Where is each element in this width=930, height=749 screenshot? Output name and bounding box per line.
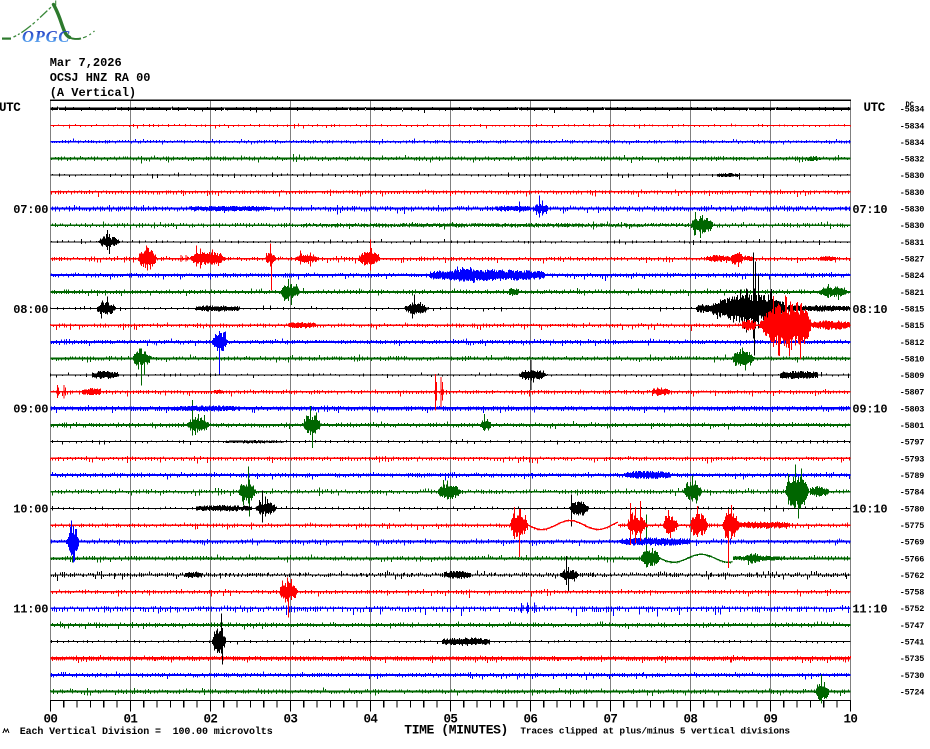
svg-text:08:10: 08:10 — [852, 303, 887, 317]
svg-text:07: 07 — [603, 712, 617, 726]
svg-text:-5789: -5789 — [900, 471, 925, 481]
svg-text:-5830: -5830 — [900, 221, 925, 231]
svg-text:DC: DC — [906, 101, 914, 109]
svg-text:Mar 7,2026: Mar 7,2026 — [50, 56, 122, 70]
svg-text:-5735: -5735 — [900, 654, 925, 664]
svg-text:UTC: UTC — [0, 101, 21, 115]
svg-text:10:10: 10:10 — [852, 503, 887, 517]
svg-text:00: 00 — [43, 712, 57, 726]
svg-text:-5821: -5821 — [900, 288, 925, 298]
svg-text:10:00: 10:00 — [13, 503, 48, 517]
svg-text:-5762: -5762 — [900, 571, 925, 581]
svg-text:-5831: -5831 — [900, 238, 925, 248]
svg-text:02: 02 — [203, 712, 217, 726]
svg-text:-5793: -5793 — [900, 454, 925, 464]
svg-text:OPGC: OPGC — [22, 27, 70, 46]
svg-text:-5730: -5730 — [900, 671, 925, 681]
svg-text:09:10: 09:10 — [852, 403, 887, 417]
svg-text:-5809: -5809 — [900, 371, 925, 381]
svg-text:-5766: -5766 — [900, 554, 925, 564]
svg-text:09:00: 09:00 — [13, 403, 48, 417]
svg-text:-5815: -5815 — [900, 321, 925, 331]
svg-text:10: 10 — [843, 712, 857, 726]
svg-text:01: 01 — [123, 712, 137, 726]
svg-text:UTC: UTC — [864, 101, 886, 115]
svg-text:03: 03 — [283, 712, 297, 726]
svg-text:07:10: 07:10 — [852, 203, 887, 217]
svg-text:04: 04 — [363, 712, 378, 726]
svg-text:08: 08 — [683, 712, 697, 726]
svg-text:-5803: -5803 — [900, 404, 925, 414]
svg-text:09: 09 — [763, 712, 777, 726]
svg-text:-5815: -5815 — [900, 305, 925, 315]
svg-text:-5752: -5752 — [900, 604, 925, 614]
svg-text:-5784: -5784 — [900, 488, 925, 498]
svg-text:-5741: -5741 — [900, 638, 925, 648]
svg-text:Traces clipped at plus/minus 5: Traces clipped at plus/minus 5 vertical … — [520, 726, 790, 737]
svg-text:-5830: -5830 — [900, 188, 925, 198]
svg-text:-5758: -5758 — [900, 588, 925, 598]
svg-text:-5769: -5769 — [900, 538, 925, 548]
svg-text:-5834: -5834 — [900, 138, 925, 148]
svg-text:-5807: -5807 — [900, 388, 925, 398]
svg-text:08:00: 08:00 — [13, 303, 48, 317]
svg-text:TIME (MINUTES): TIME (MINUTES) — [404, 722, 508, 737]
svg-text:-5797: -5797 — [900, 438, 925, 448]
svg-text:-5834: -5834 — [900, 121, 925, 131]
svg-text:05: 05 — [443, 712, 457, 726]
svg-text:11:00: 11:00 — [13, 603, 48, 617]
svg-text:11:10: 11:10 — [852, 603, 887, 617]
svg-text:07:00: 07:00 — [13, 203, 48, 217]
svg-text:06: 06 — [523, 712, 537, 726]
svg-text:-5830: -5830 — [900, 205, 925, 215]
svg-text:-5830: -5830 — [900, 171, 925, 181]
svg-text:Each Vertical Division = 100.: Each Vertical Division = 100.00 microvol… — [20, 726, 273, 738]
svg-text:-5801: -5801 — [900, 421, 925, 431]
svg-text:OCSJ HNZ RA 00: OCSJ HNZ RA 00 — [50, 71, 151, 85]
svg-text:-5832: -5832 — [900, 155, 925, 165]
svg-text:-5775: -5775 — [900, 521, 925, 531]
svg-text:-5810: -5810 — [900, 354, 925, 364]
svg-text:-5780: -5780 — [900, 504, 925, 514]
svg-text:-5834: -5834 — [900, 105, 925, 115]
svg-text:-5724: -5724 — [900, 688, 925, 698]
svg-text:-5827: -5827 — [900, 255, 925, 265]
svg-text:-5747: -5747 — [900, 621, 925, 631]
svg-text:-5812: -5812 — [900, 338, 925, 348]
svg-text:(A Vertical): (A Vertical) — [50, 86, 136, 100]
svg-text:-5824: -5824 — [900, 271, 925, 281]
